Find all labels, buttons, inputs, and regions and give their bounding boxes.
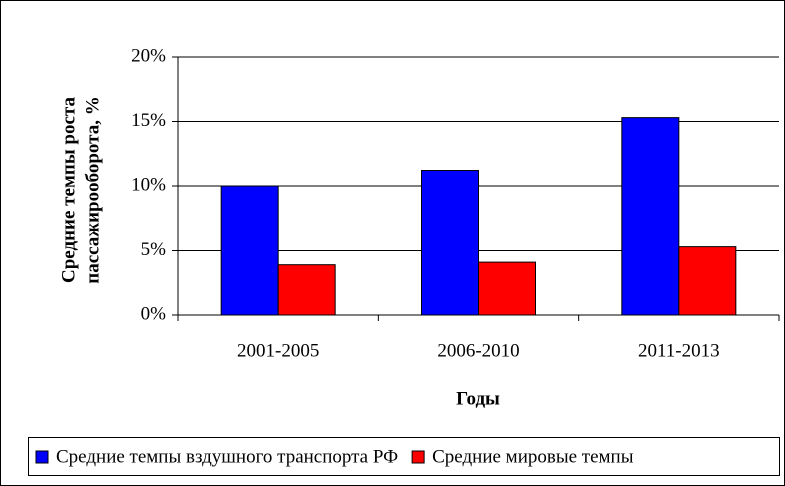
- bar: [678, 246, 737, 316]
- legend-label: Средние мировые темпы: [432, 446, 634, 467]
- y-tick-label: 15%: [131, 110, 166, 131]
- x-tick-label: 2001-2005: [237, 340, 319, 361]
- y-tick-label: 20%: [131, 45, 166, 66]
- legend-box: [28, 437, 780, 476]
- x-axis-label: Годы: [456, 388, 500, 409]
- legend-swatch: [411, 450, 425, 464]
- bar: [421, 170, 479, 316]
- y-tick-label: 5%: [141, 239, 167, 260]
- y-axis-label: Средние темпы роста: [58, 97, 79, 283]
- bar: [277, 264, 336, 316]
- legend-label: Средние темпы вздушного транспорта РФ: [56, 446, 398, 467]
- x-tick-label: 2011-2013: [638, 340, 720, 361]
- y-tick-label: 0%: [141, 303, 167, 324]
- bar: [478, 261, 536, 316]
- legend-swatch: [35, 450, 49, 464]
- bar: [220, 185, 279, 316]
- y-axis-label: пассажирооборота, %: [82, 96, 103, 283]
- bar: [621, 117, 680, 316]
- x-tick-label: 2006-2010: [437, 340, 519, 361]
- y-tick-label: 10%: [131, 174, 166, 195]
